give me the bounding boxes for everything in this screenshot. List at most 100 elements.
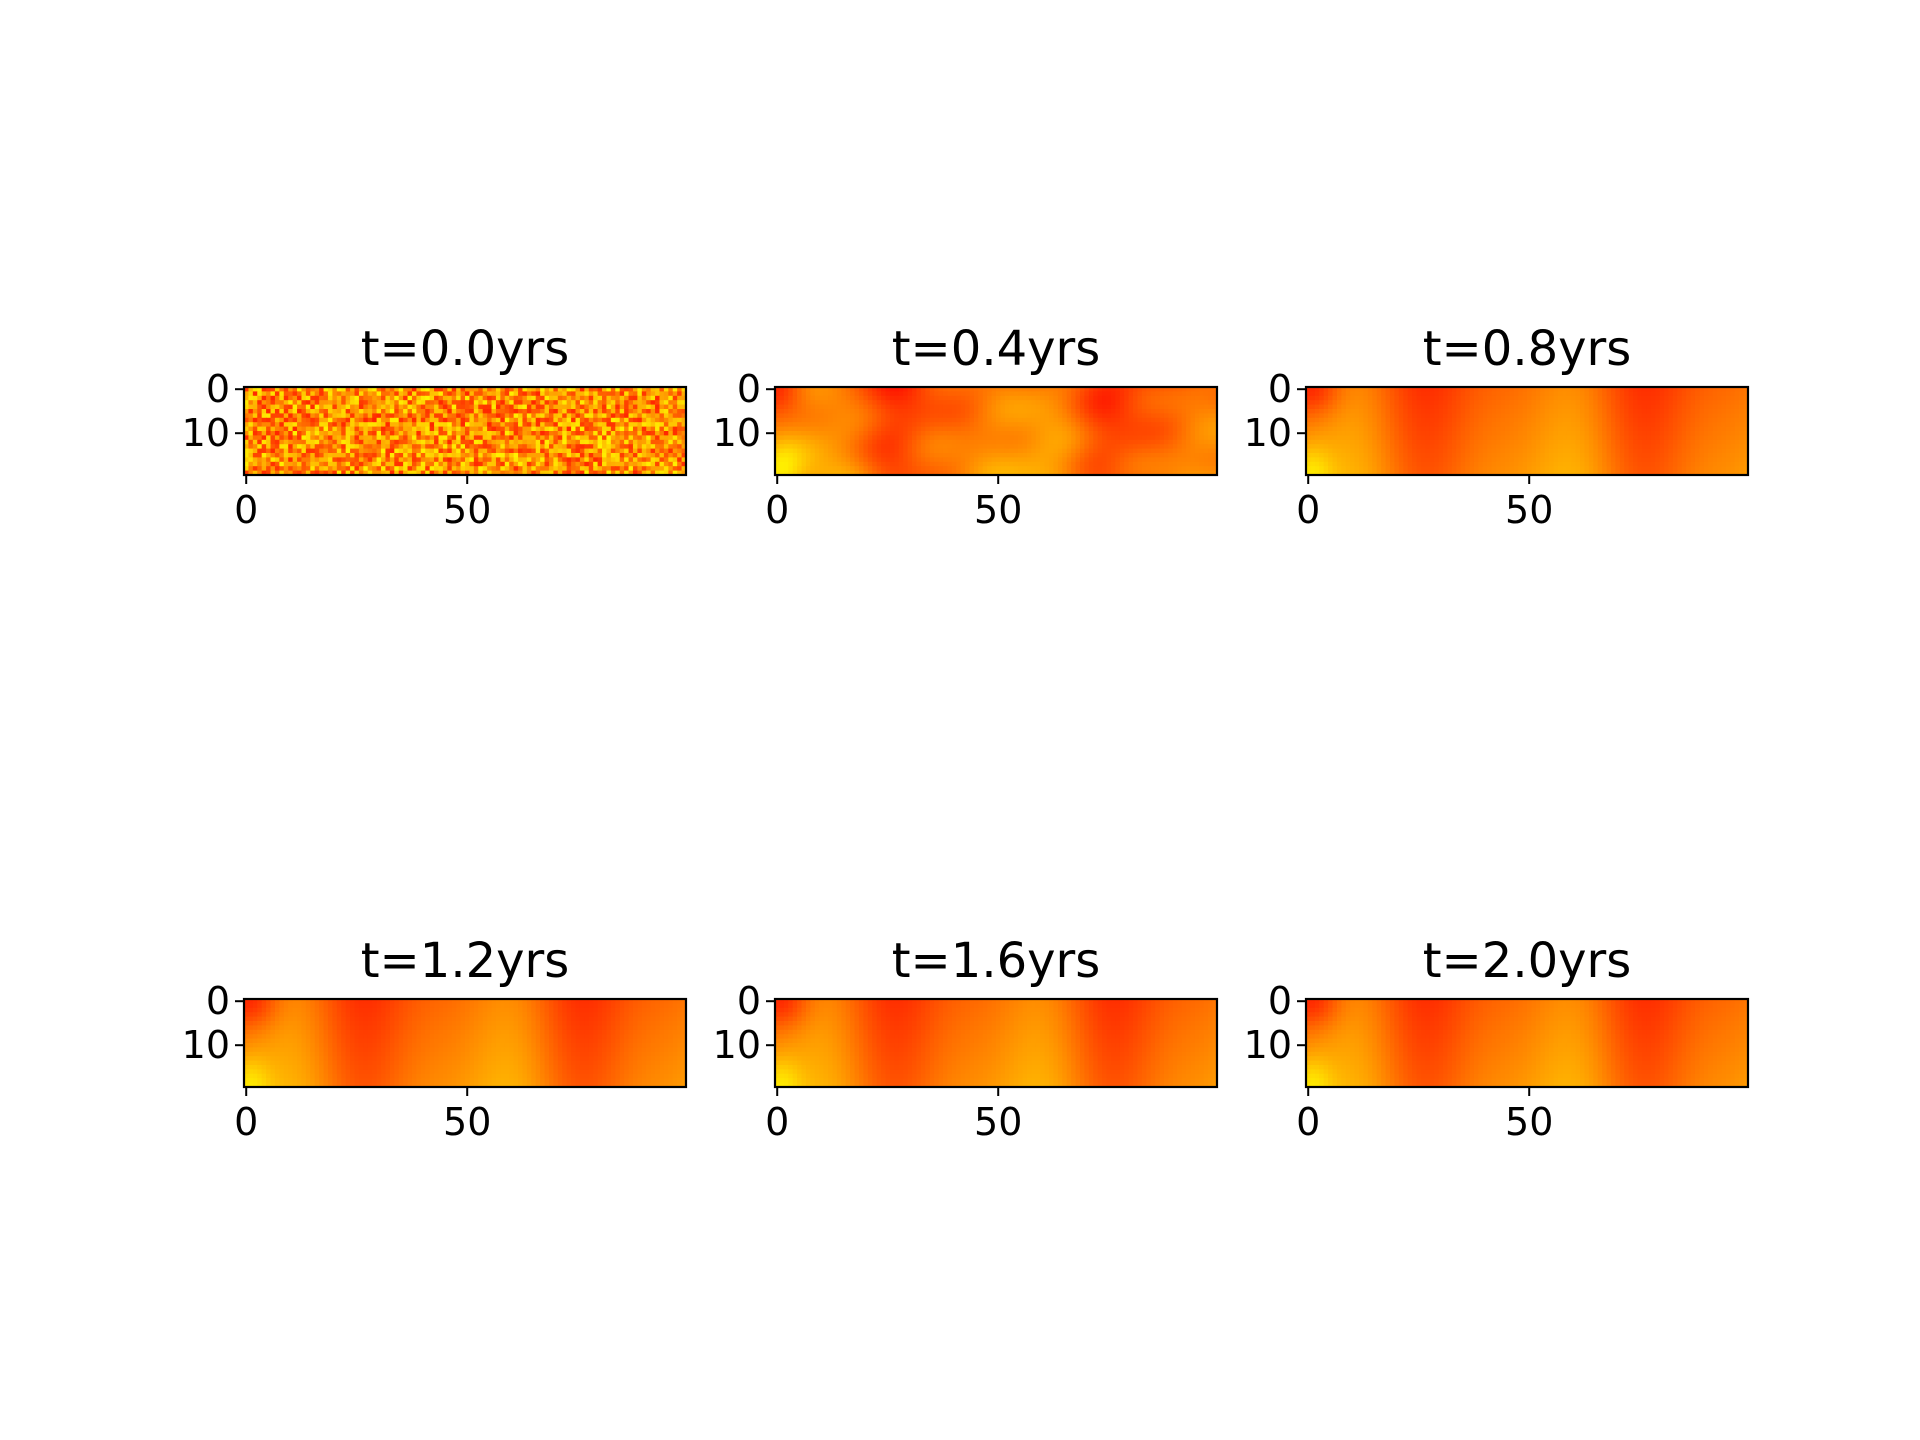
heatmap-cell (319, 439, 325, 445)
heatmap-cell (885, 404, 891, 410)
heatmap-cell (1172, 466, 1178, 472)
heatmap-cell (442, 422, 448, 428)
heatmap-cell (602, 439, 608, 445)
heatmap-cell (385, 422, 391, 428)
heatmap-cell (310, 404, 316, 410)
heatmap-cell (1615, 387, 1621, 392)
heatmap-cell (252, 413, 258, 419)
heatmap-cell (1177, 404, 1183, 410)
heatmap-cell (814, 409, 820, 414)
heatmap-cell (354, 413, 360, 419)
heatmap-cell (898, 431, 904, 436)
heatmap-cell (1155, 409, 1161, 414)
heatmap-cell (951, 409, 957, 414)
heatmap-cell (1000, 448, 1006, 454)
heatmap-cell (1199, 409, 1205, 414)
heatmap-cell (314, 417, 320, 423)
heatmap-cell (1004, 448, 1010, 454)
heatmap-cell (487, 409, 493, 414)
heatmap-cell (1314, 426, 1320, 432)
heatmap-cell (1084, 466, 1090, 472)
heatmap-cell (1429, 404, 1435, 410)
heatmap-cell (1487, 417, 1493, 423)
heatmap-cell (987, 439, 993, 445)
heatmap-cell (965, 391, 971, 397)
heatmap-cell (451, 435, 457, 441)
heatmap-cell (947, 417, 953, 423)
heatmap-cell (850, 431, 856, 436)
heatmap-cell (1110, 439, 1116, 445)
heatmap-cell (1425, 387, 1431, 392)
heatmap-cell (1115, 387, 1121, 392)
heatmap-cell (1124, 431, 1130, 436)
heatmap-cell (920, 457, 926, 463)
heatmap-cell (938, 404, 944, 410)
heatmap-cell (1535, 400, 1541, 406)
heatmap-cell (1584, 426, 1590, 432)
heatmap-cell (792, 448, 798, 454)
heatmap-cell (814, 453, 820, 458)
heatmap-cell (1310, 387, 1316, 392)
heatmap-cell (1730, 400, 1736, 406)
heatmap-cell (1686, 387, 1692, 392)
heatmap-cell (1208, 426, 1214, 432)
heatmap-cell (646, 404, 652, 410)
heatmap-cell (850, 422, 856, 428)
heatmap-cell (1044, 461, 1050, 467)
heatmap-cell (920, 395, 926, 401)
heatmap-cell (938, 470, 944, 476)
heatmap-cell (1597, 422, 1603, 428)
heatmap-cell (978, 470, 984, 476)
heatmap-cell (504, 457, 510, 463)
heatmap-cell (1163, 453, 1169, 458)
heatmap-cell (274, 400, 280, 406)
heatmap-cell (863, 431, 869, 436)
heatmap-cell (655, 400, 661, 406)
heatmap-cell (1208, 466, 1214, 472)
heatmap-cell (1562, 422, 1568, 428)
heatmap-cell (1124, 435, 1130, 441)
heatmap-cell (1566, 422, 1572, 428)
heatmap-cell (956, 439, 962, 445)
heatmap-cell (1044, 426, 1050, 432)
heatmap-cell (257, 404, 263, 410)
heatmap-cell (1482, 391, 1488, 397)
heatmap-cell (279, 387, 285, 392)
heatmap-cell (885, 400, 891, 406)
heatmap-cell (274, 417, 280, 423)
heatmap-cell (934, 409, 940, 414)
heatmap-cell (336, 395, 342, 401)
heatmap-cell (566, 422, 572, 428)
heatmap-cell (637, 400, 643, 406)
heatmap-cell (938, 435, 944, 441)
heatmap-cell (500, 444, 506, 450)
heatmap-cell (518, 435, 524, 441)
axes-frame (242, 385, 688, 477)
heatmap-cell (345, 457, 351, 463)
heatmap-cell (951, 453, 957, 458)
heatmap-cell (947, 413, 953, 419)
heatmap-cell (858, 461, 864, 467)
heatmap-cell (1115, 457, 1121, 463)
heatmap-cell (1186, 387, 1192, 392)
heatmap-cell (1403, 409, 1409, 414)
heatmap-cell (1159, 435, 1165, 441)
heatmap-cell (389, 466, 395, 472)
heatmap-cell (1721, 417, 1727, 423)
heatmap-cell (1686, 404, 1692, 410)
heatmap-cell (460, 391, 466, 397)
heatmap-cell (398, 417, 404, 423)
heatmap-cell (1013, 409, 1019, 414)
heatmap-cell (956, 431, 962, 436)
heatmap-cell (1172, 422, 1178, 428)
heatmap-cell (345, 439, 351, 445)
heatmap-cell (1549, 409, 1555, 414)
heatmap-cell (1177, 409, 1183, 414)
heatmap-cell (367, 417, 373, 423)
heatmap-cell (965, 457, 971, 463)
heatmap-cell (1359, 391, 1365, 397)
heatmap-cell (1571, 395, 1577, 401)
heatmap-cell (1602, 422, 1608, 428)
heatmap-cell (1328, 413, 1334, 419)
heatmap-cell (1013, 470, 1019, 476)
